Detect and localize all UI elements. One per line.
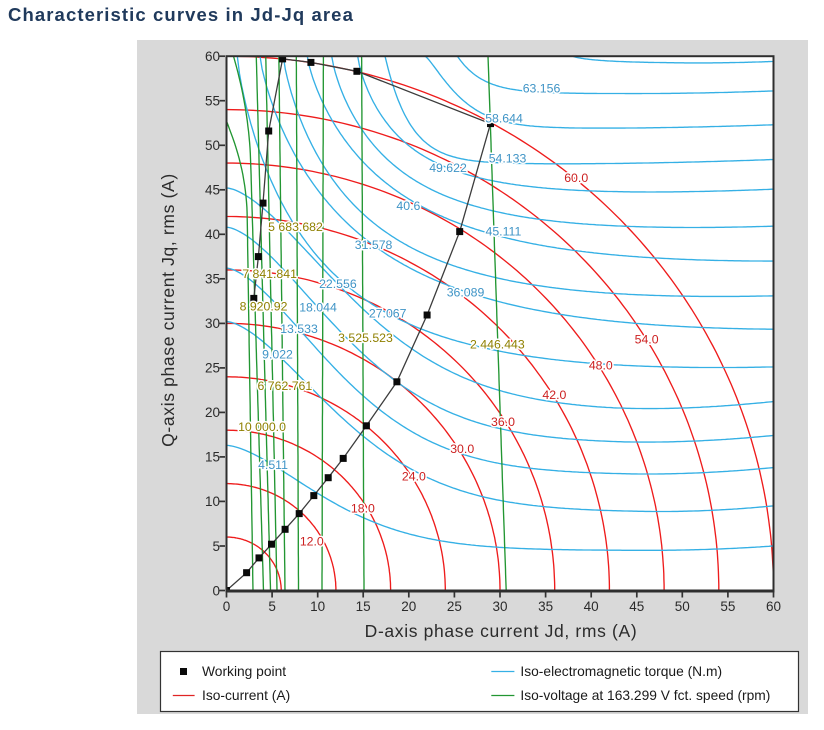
svg-text:45: 45 — [205, 183, 220, 198]
svg-text:18.0: 18.0 — [351, 501, 375, 515]
svg-text:55: 55 — [205, 94, 220, 109]
svg-text:22.556: 22.556 — [319, 277, 357, 291]
svg-text:45.111: 45.111 — [486, 225, 522, 239]
svg-text:9.022: 9.022 — [262, 348, 293, 362]
svg-text:40: 40 — [584, 599, 599, 614]
svg-text:15: 15 — [356, 599, 371, 614]
svg-text:Iso-current (A): Iso-current (A) — [202, 688, 290, 703]
svg-text:10: 10 — [310, 599, 325, 614]
svg-text:5 683.682: 5 683.682 — [268, 220, 323, 234]
svg-text:50: 50 — [205, 138, 220, 153]
svg-text:0: 0 — [212, 583, 220, 598]
svg-text:35: 35 — [538, 599, 553, 614]
svg-text:50: 50 — [675, 599, 690, 614]
svg-text:13.533: 13.533 — [280, 322, 318, 336]
svg-text:49.622: 49.622 — [429, 161, 467, 175]
svg-text:60: 60 — [766, 599, 781, 614]
svg-text:3 525.523: 3 525.523 — [338, 331, 393, 345]
svg-text:54.0: 54.0 — [635, 333, 659, 347]
svg-text:4.511: 4.511 — [258, 458, 288, 472]
svg-text:18.044: 18.044 — [299, 301, 337, 315]
svg-text:20: 20 — [205, 405, 220, 420]
svg-text:27.067: 27.067 — [369, 306, 407, 320]
svg-text:10 000.0: 10 000.0 — [238, 420, 286, 434]
svg-text:36.0: 36.0 — [491, 415, 515, 429]
svg-text:5: 5 — [268, 599, 276, 614]
svg-text:Q-axis phase current Jq, rms (: Q-axis phase current Jq, rms (A) — [158, 173, 178, 447]
svg-text:31.578: 31.578 — [355, 238, 393, 252]
svg-text:58.644: 58.644 — [485, 112, 523, 126]
svg-text:8 920.92: 8 920.92 — [240, 299, 288, 313]
svg-text:D-axis phase current Jd, rms (: D-axis phase current Jd, rms (A) — [365, 621, 638, 641]
svg-text:Iso-electromagnetic torque (N.: Iso-electromagnetic torque (N.m) — [520, 664, 722, 679]
svg-text:40: 40 — [205, 227, 220, 242]
svg-text:60: 60 — [205, 49, 220, 64]
svg-text:30.0: 30.0 — [450, 442, 474, 456]
svg-text:42.0: 42.0 — [542, 388, 566, 402]
svg-text:5: 5 — [212, 539, 220, 554]
svg-text:36.089: 36.089 — [447, 285, 485, 299]
svg-text:Working point: Working point — [202, 664, 286, 679]
svg-text:7 841.841: 7 841.841 — [242, 267, 297, 281]
svg-text:0: 0 — [223, 599, 231, 614]
svg-text:25: 25 — [447, 599, 462, 614]
svg-text:20: 20 — [401, 599, 416, 614]
svg-text:15: 15 — [205, 450, 220, 465]
svg-text:63.156: 63.156 — [523, 81, 561, 95]
svg-text:Iso-voltage at 163.299 V fct.: Iso-voltage at 163.299 V fct. speed (rpm… — [520, 688, 770, 703]
svg-text:25: 25 — [205, 361, 220, 376]
svg-text:12.0: 12.0 — [300, 535, 324, 549]
svg-text:24.0: 24.0 — [402, 470, 426, 484]
svg-text:30: 30 — [205, 316, 220, 331]
svg-text:55: 55 — [720, 599, 735, 614]
svg-text:45: 45 — [629, 599, 644, 614]
svg-text:30: 30 — [492, 599, 507, 614]
svg-text:35: 35 — [205, 272, 220, 287]
svg-text:2 446.443: 2 446.443 — [470, 338, 525, 352]
svg-text:10: 10 — [205, 494, 220, 509]
svg-text:6 762.761: 6 762.761 — [258, 379, 313, 393]
svg-text:48.0: 48.0 — [589, 359, 613, 373]
svg-text:60.0: 60.0 — [564, 171, 588, 185]
svg-text:40.6: 40.6 — [396, 199, 420, 213]
svg-text:54.133: 54.133 — [489, 152, 527, 166]
